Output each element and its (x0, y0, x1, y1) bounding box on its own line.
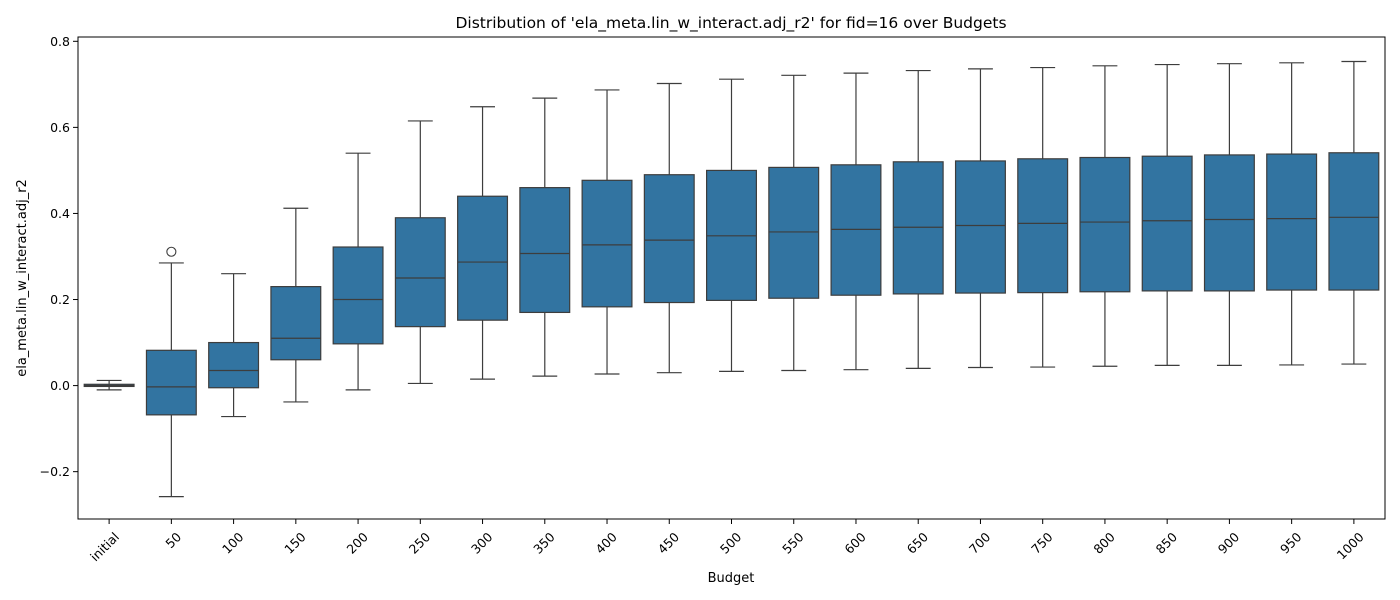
x-tick-label: 650 (904, 529, 932, 557)
iqr-box (519, 187, 571, 314)
iqr-box (208, 341, 260, 389)
iqr-box (581, 179, 633, 308)
box-group-200 (332, 152, 384, 391)
x-tick-label: 450 (655, 529, 683, 557)
box-group-950 (1266, 62, 1318, 366)
box-group-700 (954, 68, 1006, 369)
x-tick-label: 50 (162, 529, 184, 551)
box-group-800 (1079, 65, 1131, 367)
iqr-box (1328, 152, 1380, 291)
x-tick-label: initial (87, 529, 122, 564)
box-group-900 (1203, 63, 1255, 366)
x-tick-label: 550 (779, 529, 807, 557)
x-tick-label: 500 (717, 529, 745, 557)
iqr-box (768, 166, 820, 299)
x-tick-label: 750 (1028, 529, 1056, 557)
box-group-50 (145, 246, 197, 498)
box-group-1000 (1328, 60, 1380, 365)
box-group-150 (270, 207, 322, 403)
y-tick-label: 0.0 (50, 378, 70, 393)
x-tick-label: 400 (592, 529, 620, 557)
iqr-box (1079, 156, 1131, 293)
x-tick-label: 700 (966, 529, 994, 557)
iqr-box (954, 160, 1006, 294)
x-tick-label: 150 (281, 529, 309, 557)
box-group-300 (457, 106, 509, 380)
box-group-650 (892, 69, 944, 369)
box-group-350 (519, 97, 571, 377)
iqr-box (1141, 155, 1193, 292)
iqr-box (1017, 158, 1069, 294)
box-group-initial (83, 379, 135, 391)
box-group-850 (1141, 63, 1193, 366)
iqr-box (270, 286, 322, 361)
iqr-box (643, 174, 695, 304)
x-tick-label: 800 (1090, 529, 1118, 557)
x-tick-label: 1000 (1334, 529, 1367, 562)
y-tick-label: 0.2 (50, 292, 70, 307)
iqr-box (332, 246, 384, 345)
box-group-400 (581, 89, 633, 375)
boxes-layer (83, 60, 1380, 498)
y-tick-label: 0.6 (50, 120, 70, 135)
iqr-box (457, 195, 509, 321)
outlier-point (166, 246, 177, 257)
x-tick-label: 950 (1277, 529, 1305, 557)
iqr-box (830, 164, 882, 296)
x-tick-label: 300 (468, 529, 496, 557)
iqr-box (1266, 153, 1318, 291)
iqr-box (145, 349, 197, 416)
x-tick-label: 850 (1153, 529, 1181, 557)
box-group-550 (768, 74, 820, 372)
iqr-box (1203, 154, 1255, 292)
x-tick-label: 900 (1215, 529, 1243, 557)
y-tick-label: −0.2 (40, 464, 70, 479)
box-group-250 (394, 120, 446, 385)
x-tick-label: 600 (841, 529, 869, 557)
x-axis-label: Budget (708, 571, 755, 586)
box-group-100 (208, 273, 260, 418)
iqr-box (892, 161, 944, 295)
y-tick-label: 0.8 (50, 34, 70, 49)
box-group-450 (643, 82, 695, 374)
y-tick-label: 0.4 (50, 206, 70, 221)
y-axis-label: ela_meta.lin_w_interact.adj_r2 (15, 179, 30, 377)
x-tick-label: 350 (530, 529, 558, 557)
x-tick-label: 250 (406, 529, 434, 557)
box-group-600 (830, 72, 882, 371)
chart-title: Distribution of 'ela_meta.lin_w_interact… (455, 14, 1006, 33)
box-group-500 (706, 78, 757, 372)
x-tick-label: 100 (219, 529, 247, 557)
box-group-750 (1017, 66, 1069, 368)
x-tick-label: 200 (343, 529, 371, 557)
iqr-box (394, 217, 446, 328)
